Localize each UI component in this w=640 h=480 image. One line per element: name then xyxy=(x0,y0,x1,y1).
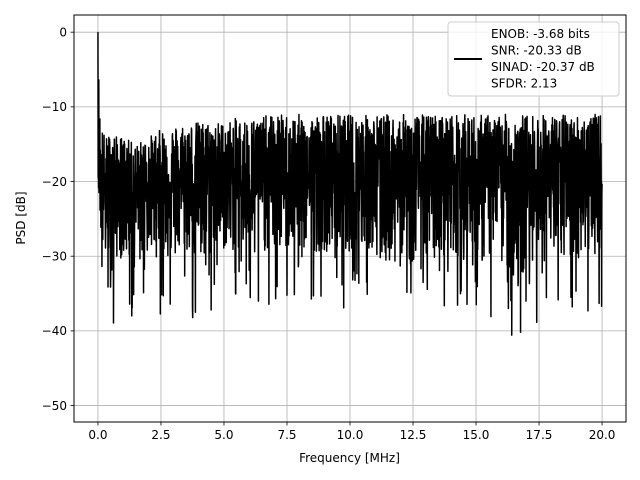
y-tick-label: −40 xyxy=(42,324,67,338)
legend-label: ENOB: -3.68 bits SNR: -20.33 dB SINAD: -20… xyxy=(491,27,595,91)
x-tick-label: 0.0 xyxy=(88,428,107,442)
y-tick-label: −10 xyxy=(42,100,67,114)
x-tick-label: 15.0 xyxy=(463,428,490,442)
x-tick-label: 10.0 xyxy=(337,428,364,442)
y-axis-label: PSD [dB] xyxy=(14,191,28,244)
x-tick-label: 5.0 xyxy=(214,428,233,442)
x-tick-label: 17.5 xyxy=(526,428,553,442)
legend-box xyxy=(447,21,620,97)
y-tick-label: −20 xyxy=(42,175,67,189)
y-tick-label: −50 xyxy=(42,399,67,413)
series-layer xyxy=(97,32,603,336)
x-axis-label: Frequency [MHz] xyxy=(299,451,400,465)
psd-series-line xyxy=(97,32,603,336)
x-tick-label: 12.5 xyxy=(400,428,427,442)
x-ticks: 0.0 2.5 5.0 7.5 10.0 12.5 15.0 17.5 20.0 xyxy=(88,422,615,442)
x-tick-label: 20.0 xyxy=(589,428,616,442)
legend: ENOB: -3.68 bits SNR: -20.33 dB SINAD: -20… xyxy=(447,21,620,97)
y-tick-label: −30 xyxy=(42,250,67,264)
y-ticks: 0 −10 −20 −30 −40 −50 xyxy=(42,25,74,413)
y-tick-label: 0 xyxy=(59,25,67,39)
x-tick-label: 7.5 xyxy=(277,428,296,442)
x-tick-label: 2.5 xyxy=(151,428,170,442)
